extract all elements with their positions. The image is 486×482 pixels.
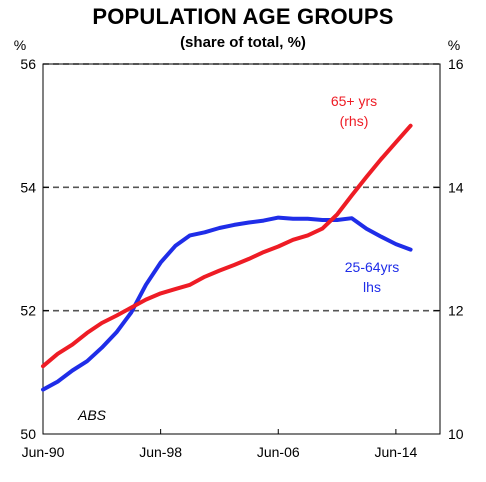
right-tick-label: 14 bbox=[448, 179, 464, 195]
series-line-25-64 bbox=[41, 215, 413, 392]
series-layer bbox=[41, 123, 413, 392]
left-tick-label: 54 bbox=[20, 179, 36, 195]
series-label-25-64: 25-64yrs bbox=[345, 259, 399, 275]
left-tick-label: 52 bbox=[20, 303, 36, 319]
series-label-65-plus: 65+ yrs bbox=[331, 93, 377, 109]
right-tick-label: 16 bbox=[448, 56, 464, 72]
x-tick-label: Jun-90 bbox=[22, 444, 65, 460]
series-label-65-plus: (rhs) bbox=[340, 113, 369, 129]
right-axis: 10 12 14 16 bbox=[434, 56, 464, 442]
series-label-25-64: lhs bbox=[363, 279, 381, 295]
chart-title: POPULATION AGE GROUPS bbox=[92, 4, 394, 29]
left-tick-label: 56 bbox=[20, 56, 36, 72]
x-tick-label: Jun-06 bbox=[257, 444, 300, 460]
plot-frame bbox=[42, 63, 441, 435]
left-axis-unit: % bbox=[14, 37, 26, 53]
right-tick-label: 10 bbox=[448, 426, 464, 442]
left-axis: 50 52 54 56 bbox=[20, 56, 49, 442]
series-line-65-plus bbox=[41, 123, 413, 369]
source-label: ABS bbox=[77, 407, 107, 423]
chart-subtitle: (share of total, %) bbox=[180, 34, 306, 51]
x-axis-ticks: Jun-90 Jun-98 Jun-06 Jun-14 bbox=[22, 429, 418, 460]
left-tick-label: 50 bbox=[20, 426, 36, 442]
right-tick-label: 12 bbox=[448, 303, 464, 319]
series-labels: 25-64yrs lhs 65+ yrs (rhs) bbox=[331, 93, 399, 295]
x-tick-label: Jun-98 bbox=[139, 444, 182, 460]
x-tick-label: Jun-14 bbox=[374, 444, 417, 460]
right-axis-unit: % bbox=[448, 37, 460, 53]
